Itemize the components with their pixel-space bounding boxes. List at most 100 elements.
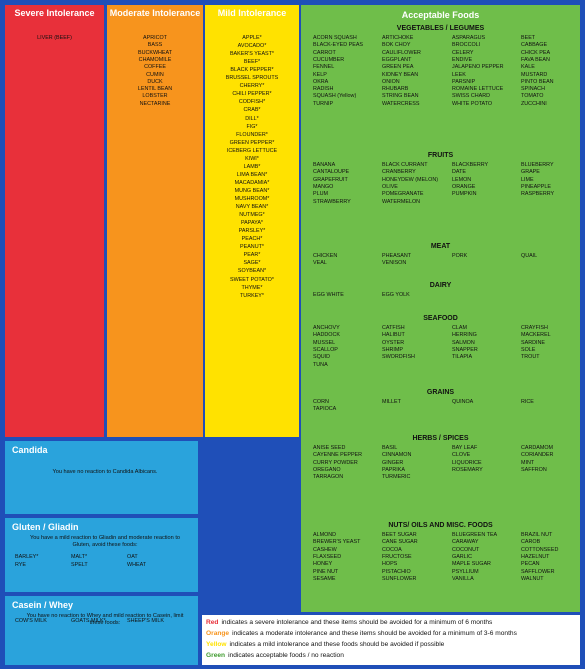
food-item: PHEASANT [382,253,412,259]
food-item: CUCUMBER [313,56,345,63]
food-item: BASS [147,42,163,49]
food-item: OLIVE [382,183,398,190]
food-item: BLACK-EYED PEAS [313,42,364,49]
legend-color-word: Orange [206,630,230,637]
food-item: BLACKBERRY [452,162,489,168]
food-item: PARSLEY* [238,228,266,235]
food-item: HONEY [313,561,333,568]
food-item: ROSEMARY [452,466,483,473]
intolerance-column: Severe Intolerance LIVER (BEEF) [5,5,104,437]
food-item: LIME [521,176,534,183]
food-item: GOATS MILK* [71,618,106,624]
food-item: SPELT [71,562,88,568]
food-item: LEMON [452,176,472,183]
food-item: CARROT [313,49,336,56]
section-title: GRAINS [426,389,455,396]
food-item: PAPRIKA [382,466,405,473]
section-title: NUTS/ OILS AND MISC. FOODS [388,522,493,529]
food-item: PEACH* [241,236,263,243]
legend-entry: Green indicates acceptable foods / no rea… [206,652,344,659]
food-item: QUAIL [521,253,538,259]
food-item: MILLET [382,399,401,405]
food-item: BLACK CURRANT [382,162,428,168]
food-item: MAPLE SUGAR [452,561,491,568]
food-item: HADDOCK [313,332,340,339]
food-item: BLUEGREEN TEA [452,532,498,538]
food-item: CODFISH* [238,99,266,106]
food-item: CELERY [452,49,474,56]
food-item: SARDINE [521,339,545,346]
food-item: CANTALOUPE [313,169,350,176]
food-item: BEET [521,35,536,41]
food-item: NAVY BEAN* [235,204,269,211]
food-item: GRAPE [521,169,540,176]
info-box: Candida You have no reaction to Candida A… [5,441,198,514]
box-text: You have no reaction to Whey and mild re… [26,613,184,626]
food-item: TURKEY* [240,292,264,299]
food-item: DILL* [245,115,259,122]
food-item: BUCKWHEAT [137,49,173,56]
legend-text: indicates a mild intolerance and these f… [229,641,445,648]
food-item: AVOCADO* [237,43,267,50]
food-item: CRAYFISH [521,325,548,331]
food-item: HERRING [452,332,477,339]
food-item: GRAPEFRUIT [313,176,348,183]
food-item: CORN [313,399,329,405]
food-item: SNAPPER [452,346,478,353]
food-item: FENNEL [313,64,335,71]
food-item: PLUM [313,191,328,198]
panel-title: Acceptable Foods [401,10,480,20]
food-item: MUNG BEAN* [234,187,270,194]
food-item: CORIANDER [521,452,554,459]
food-item: QUINOA [452,399,474,405]
section-title: SEAFOOD [423,315,458,322]
food-item: CLOVE [452,452,471,459]
food-item: CATFISH [382,325,405,331]
legend-entry: Red indicates a severe intolerance and th… [206,619,492,626]
food-item: COW'S MILK [15,618,47,624]
legend-text: indicates acceptable foods / no reaction [228,652,344,659]
food-item: TROUT [521,354,540,361]
legend-color-word: Green [206,652,226,659]
food-item: BROCCOLI [452,42,481,49]
box-title: Gluten / Gliadin [12,522,79,532]
box-text: You have no reaction to Candida Albicans… [52,469,158,475]
food-item: MALT* [71,554,88,560]
column-title: Mild Intolerance [217,8,287,18]
food-item: MANGO [313,183,334,190]
food-item: FLOUNDER* [236,131,268,138]
info-box: Casein / Whey You have no reaction to Whe… [5,596,198,665]
food-item: EGGPLANT [382,56,412,63]
food-item: BLUEBERRY [521,162,554,168]
section-title: HERBS / SPICES [412,435,469,442]
food-item: COTTONSEED [521,546,559,553]
food-item: PINTO BEAN [521,78,554,85]
food-item: KALE [521,64,535,71]
food-item: CLAM [452,325,467,331]
food-item: LIMA BEAN* [236,171,268,178]
food-item: BARLEY* [15,554,39,560]
food-item: OYSTER [382,339,405,346]
box-title: Casein / Whey [12,600,74,610]
food-item: MACADAMIA* [234,179,270,186]
food-item: VENISON [382,260,407,267]
acceptable-panel: Acceptable Foods VEGETABLES / LEGUMES ACOR… [301,5,580,612]
food-item: TUNA [313,361,328,368]
food-item: FAVA BEAN [521,56,550,63]
food-item: LIQUORICE [452,459,482,466]
food-item: SQUASH (Yellow) [313,93,357,100]
food-item: WHEAT [127,562,147,568]
food-item: OAT [127,554,138,560]
legend-text: indicates a severe intolerance and these… [221,619,493,626]
food-item: KIDNEY BEAN [382,71,419,78]
food-item: SAGE* [243,260,261,267]
section-title: DAIRY [429,282,452,289]
food-item: GREEN PEPPER* [229,139,275,146]
legend-color-word: Red [206,619,219,626]
food-item: BOK CHOY [382,42,411,49]
food-item: PSYLLIUM [452,568,479,575]
column-title: Moderate Intolerance [109,8,201,18]
intolerance-column: Mild Intolerance APPLE* AVOCADO* BAKER'S YE… [205,5,299,437]
food-item: CHERRY* [239,83,265,90]
food-item: VANILLA [452,575,474,582]
